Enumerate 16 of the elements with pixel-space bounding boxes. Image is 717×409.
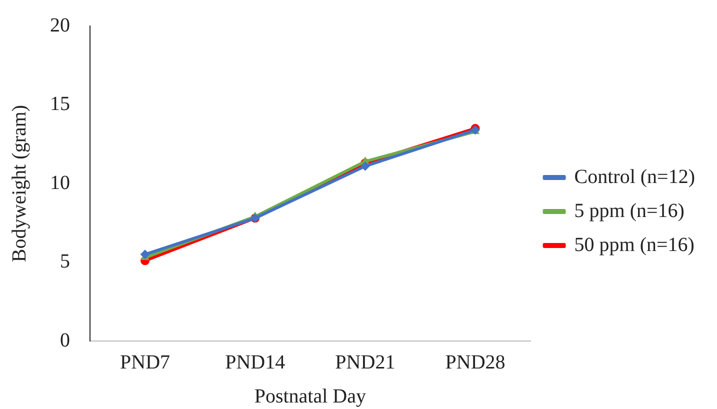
x-tick-label: PND21 (335, 351, 396, 374)
point (360, 162, 370, 171)
y-tick-label: 10 (50, 172, 70, 194)
y-tick-label: 0 (60, 329, 70, 352)
point (140, 250, 150, 259)
legend-label: 5 ppm (n=16) (574, 200, 684, 222)
legend-label: 50 ppm (n=16) (574, 234, 694, 256)
y-tick-label: 5 (60, 250, 70, 272)
y-axis-title: Bodyweight (gram) (8, 104, 30, 262)
y-tick-label: 15 (50, 93, 70, 115)
legend-label: Control (n=12) (574, 166, 696, 188)
x-tick-label: PND28 (445, 351, 506, 374)
x-tick-label: PND7 (120, 351, 170, 374)
x-tick-label: PND14 (225, 351, 286, 374)
x-axis-title: Postnatal Day (254, 385, 366, 408)
y-tick-label: 20 (50, 14, 70, 36)
